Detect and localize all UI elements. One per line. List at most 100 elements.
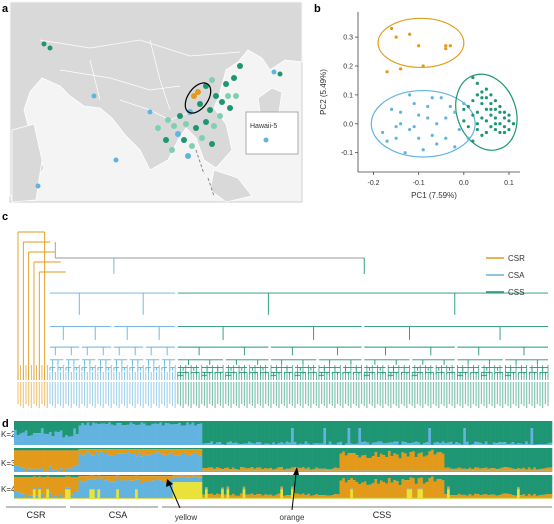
tree-tip-label	[398, 382, 400, 408]
structure-segment	[51, 475, 55, 478]
structure-segment	[261, 421, 265, 445]
structure-segment	[522, 470, 526, 472]
structure-segment	[73, 492, 77, 499]
structure-segment	[65, 489, 69, 499]
structure-segment	[331, 475, 335, 496]
structure-segment	[38, 450, 42, 469]
structure-segment	[159, 498, 163, 499]
structure-segment	[390, 497, 394, 499]
structure-segment	[234, 421, 238, 443]
structure-segment	[196, 455, 200, 472]
structure-segment	[167, 421, 171, 424]
structure-segment	[256, 470, 260, 472]
structure-segment	[67, 450, 71, 469]
structure-segment	[508, 443, 512, 445]
structure-segment	[178, 455, 182, 472]
structure-segment	[366, 484, 370, 498]
structure-segment	[309, 495, 313, 498]
structure-segment	[62, 475, 66, 478]
structure-segment	[204, 443, 208, 445]
structure-segment	[495, 470, 499, 472]
structure-segment	[113, 476, 117, 483]
structure-segment	[140, 422, 144, 445]
tree-tip-label	[81, 382, 83, 404]
structure-segment	[390, 442, 394, 445]
structure-segment	[27, 436, 31, 445]
structure-segment	[414, 475, 418, 484]
structure-segment	[250, 443, 254, 445]
structure-segment	[151, 498, 155, 499]
structure-segment	[54, 498, 58, 499]
structure-segment	[108, 421, 112, 423]
structure-segment	[137, 448, 141, 450]
structure-segment	[457, 493, 461, 498]
structure-segment	[280, 488, 284, 490]
structure-segment	[194, 421, 198, 426]
structure-segment	[81, 498, 85, 499]
structure-segment	[358, 470, 362, 472]
structure-segment	[317, 470, 321, 472]
structure-segment	[404, 498, 408, 499]
structure-segment	[153, 449, 157, 454]
structure-segment	[511, 470, 515, 472]
structure-segment	[143, 481, 147, 499]
structure-segment	[347, 421, 351, 429]
structure-segment	[430, 497, 434, 499]
structure-segment	[460, 497, 464, 499]
structure-segment	[199, 455, 203, 472]
structure-segment	[161, 476, 165, 482]
structure-segment	[514, 470, 518, 472]
structure-segment	[140, 449, 144, 457]
structure-segment	[495, 448, 499, 470]
structure-segment	[256, 442, 260, 445]
structure-segment	[67, 468, 71, 472]
structure-segment	[309, 469, 313, 471]
structure-segment	[430, 448, 434, 450]
structure-segment	[30, 498, 34, 499]
structure-segment	[436, 498, 440, 499]
structure-segment	[256, 467, 260, 471]
structure-segment	[22, 432, 26, 445]
structure-segment	[441, 448, 445, 454]
pca-point-css	[489, 101, 493, 106]
structure-segment	[237, 469, 241, 471]
structure-segment	[336, 498, 340, 499]
structure-segment	[320, 495, 324, 498]
structure-segment	[274, 498, 278, 499]
tree-tip-label	[99, 382, 102, 406]
structure-segment	[387, 498, 391, 499]
structure-segment	[361, 497, 364, 499]
pca-point-css	[480, 101, 484, 106]
structure-segment	[339, 448, 343, 454]
structure-segment	[116, 421, 120, 424]
structure-segment	[81, 423, 85, 445]
structure-segment	[118, 421, 122, 424]
structure-segment	[116, 453, 120, 472]
structure-segment	[108, 481, 112, 499]
pca-point-css	[498, 130, 502, 135]
structure-segment	[320, 468, 324, 471]
structure-segment	[473, 475, 477, 494]
structure-segment	[57, 475, 61, 478]
structure-segment	[358, 428, 362, 445]
structure-segment	[100, 449, 104, 452]
structure-segment	[304, 475, 308, 496]
tree-tip-label	[411, 382, 413, 406]
structure-segment	[533, 494, 537, 498]
structure-segment	[371, 421, 375, 443]
structure-segment	[401, 498, 405, 499]
structure-segment	[70, 448, 74, 451]
structure-segment	[492, 475, 496, 495]
structure-segment	[81, 476, 85, 483]
structure-segment	[280, 448, 284, 468]
structure-segment	[100, 448, 104, 450]
structure-segment	[207, 475, 211, 495]
structure-segment	[183, 421, 187, 426]
structure-segment	[422, 443, 426, 445]
structure-segment	[320, 475, 324, 496]
structure-segment	[535, 495, 539, 498]
structure-segment	[239, 498, 243, 499]
structure-segment	[46, 489, 50, 499]
tree-tip-label	[139, 382, 142, 406]
structure-segment	[59, 448, 63, 451]
